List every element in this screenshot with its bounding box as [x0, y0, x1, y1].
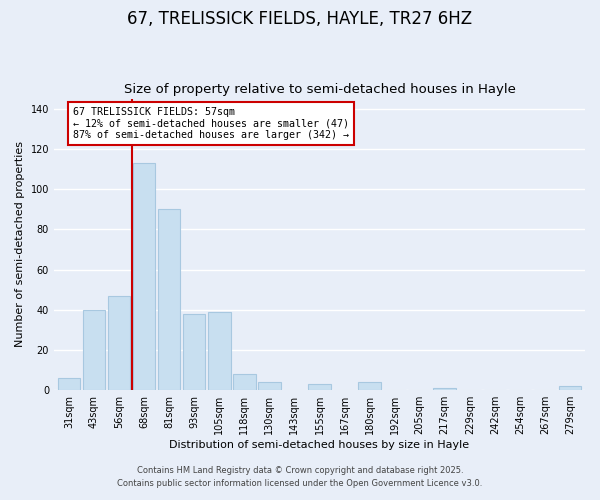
Text: 67, TRELISSICK FIELDS, HAYLE, TR27 6HZ: 67, TRELISSICK FIELDS, HAYLE, TR27 6HZ [127, 10, 473, 28]
Text: 67 TRELISSICK FIELDS: 57sqm
← 12% of semi-detached houses are smaller (47)
87% o: 67 TRELISSICK FIELDS: 57sqm ← 12% of sem… [73, 106, 349, 140]
Bar [208, 312, 230, 390]
Bar [158, 209, 181, 390]
Bar [433, 388, 456, 390]
Bar [83, 310, 105, 390]
Bar [258, 382, 281, 390]
Text: Contains HM Land Registry data © Crown copyright and database right 2025.
Contai: Contains HM Land Registry data © Crown c… [118, 466, 482, 487]
Bar [308, 384, 331, 390]
Bar [108, 296, 130, 390]
Bar [58, 378, 80, 390]
Bar [183, 314, 205, 390]
Bar [233, 374, 256, 390]
Bar [559, 386, 581, 390]
Y-axis label: Number of semi-detached properties: Number of semi-detached properties [15, 142, 25, 348]
Bar [133, 163, 155, 390]
X-axis label: Distribution of semi-detached houses by size in Hayle: Distribution of semi-detached houses by … [169, 440, 470, 450]
Title: Size of property relative to semi-detached houses in Hayle: Size of property relative to semi-detach… [124, 83, 515, 96]
Bar [358, 382, 381, 390]
